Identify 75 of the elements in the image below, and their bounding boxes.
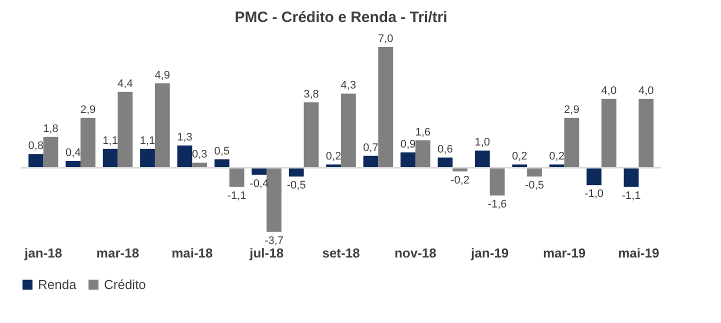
bar [140, 148, 155, 168]
x-tick-label: nov-18 [394, 246, 436, 260]
bar [229, 168, 244, 187]
data-label: 0,8 [28, 140, 44, 152]
data-label: -1,1 [622, 190, 641, 202]
bar [490, 168, 505, 196]
data-label: 1,3 [177, 131, 192, 144]
data-label: 1,0 [474, 136, 490, 149]
bar [43, 136, 58, 168]
data-label: 1,8 [43, 122, 58, 135]
data-label: 4,9 [154, 69, 170, 82]
data-label: -0,5 [286, 180, 306, 192]
bar [304, 102, 319, 168]
x-tick-label: mar-19 [542, 246, 586, 260]
bar [638, 98, 654, 168]
data-label: 0,4 [65, 147, 81, 159]
bar [118, 92, 133, 168]
bar [586, 168, 602, 186]
bar [527, 168, 542, 177]
chart-title: PMC - Crédito e Renda - Tri/tri [234, 9, 448, 26]
bar [192, 162, 208, 168]
data-label: 0,2 [549, 150, 564, 162]
data-label: -1,1 [227, 190, 246, 202]
bar [601, 98, 616, 168]
bar [378, 47, 394, 168]
data-label: 4,4 [118, 78, 133, 90]
bar [80, 118, 96, 168]
bar [66, 161, 81, 168]
bar [28, 154, 44, 168]
data-label: 1,6 [415, 126, 431, 138]
bar [624, 168, 639, 187]
data-label: 1,1 [102, 134, 118, 147]
bar [415, 140, 430, 168]
x-tick-label: set-18 [322, 246, 360, 260]
x-tick-label: jan-19 [470, 246, 509, 260]
data-label: 0,7 [363, 142, 378, 154]
bar [102, 148, 118, 168]
bar [288, 168, 304, 177]
x-tick-label: mai-19 [618, 246, 660, 260]
data-label: 0,3 [192, 148, 208, 161]
bar [438, 158, 453, 168]
bar [341, 94, 356, 168]
data-label: 4,0 [638, 84, 654, 97]
bar [214, 159, 230, 168]
data-label: 4,0 [601, 84, 617, 97]
data-label: 7,0 [378, 33, 394, 45]
bar [564, 118, 580, 168]
data-label: -3,7 [264, 234, 284, 247]
data-label: -0,2 [450, 174, 470, 186]
data-label: 2,9 [564, 104, 580, 116]
bar [252, 168, 267, 175]
data-label: 4,3 [340, 80, 356, 92]
bar [177, 145, 192, 168]
data-label: -1,0 [584, 188, 604, 200]
data-label: -0,5 [525, 180, 544, 192]
data-label: 0,9 [400, 138, 416, 150]
x-tick-label: mai-18 [172, 246, 213, 260]
legend-label: Renda [38, 276, 78, 292]
data-label: 3,8 [304, 88, 319, 100]
data-label: -1,6 [488, 198, 507, 211]
data-label: 0,2 [512, 150, 528, 162]
bar [363, 156, 378, 168]
data-label: 0,5 [214, 145, 230, 158]
x-tick-label: jul-18 [248, 246, 284, 260]
bar [400, 152, 416, 168]
bar [154, 83, 170, 168]
data-label: 1,1 [140, 134, 156, 147]
legend-label: Crédito [104, 276, 146, 292]
x-tick-label: jan-18 [24, 246, 62, 260]
x-tick-label: mar-18 [96, 246, 140, 260]
data-label: 2,9 [80, 104, 96, 116]
bar [474, 150, 490, 168]
bar [266, 168, 282, 232]
data-label: 0,6 [438, 144, 453, 156]
data-label: 0,2 [326, 150, 342, 162]
